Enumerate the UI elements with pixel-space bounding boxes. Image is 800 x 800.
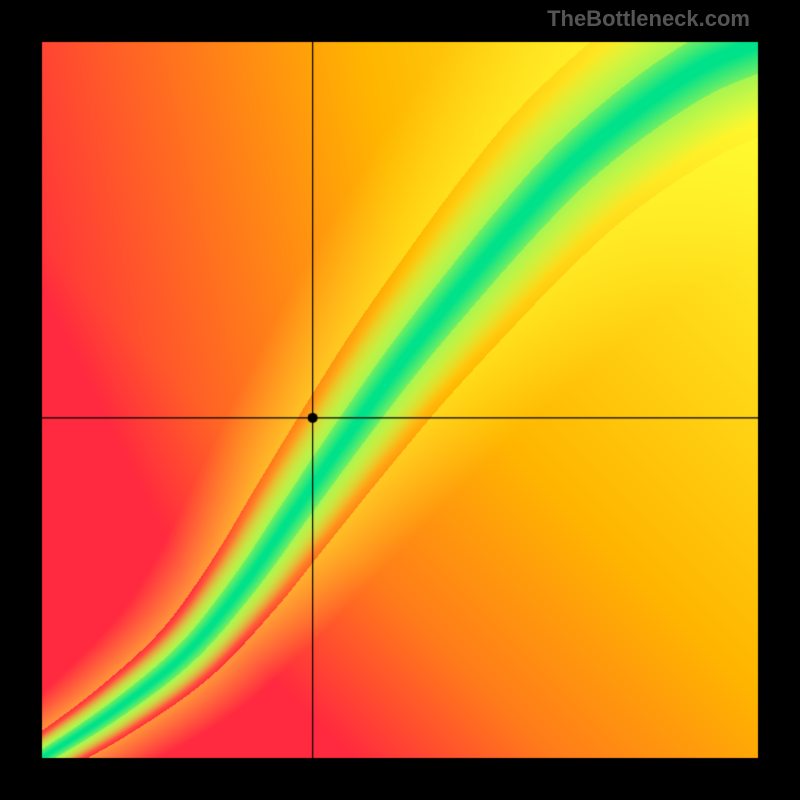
heatmap-canvas	[0, 0, 800, 800]
attribution-text: TheBottleneck.com	[547, 6, 750, 32]
chart-container: TheBottleneck.com	[0, 0, 800, 800]
